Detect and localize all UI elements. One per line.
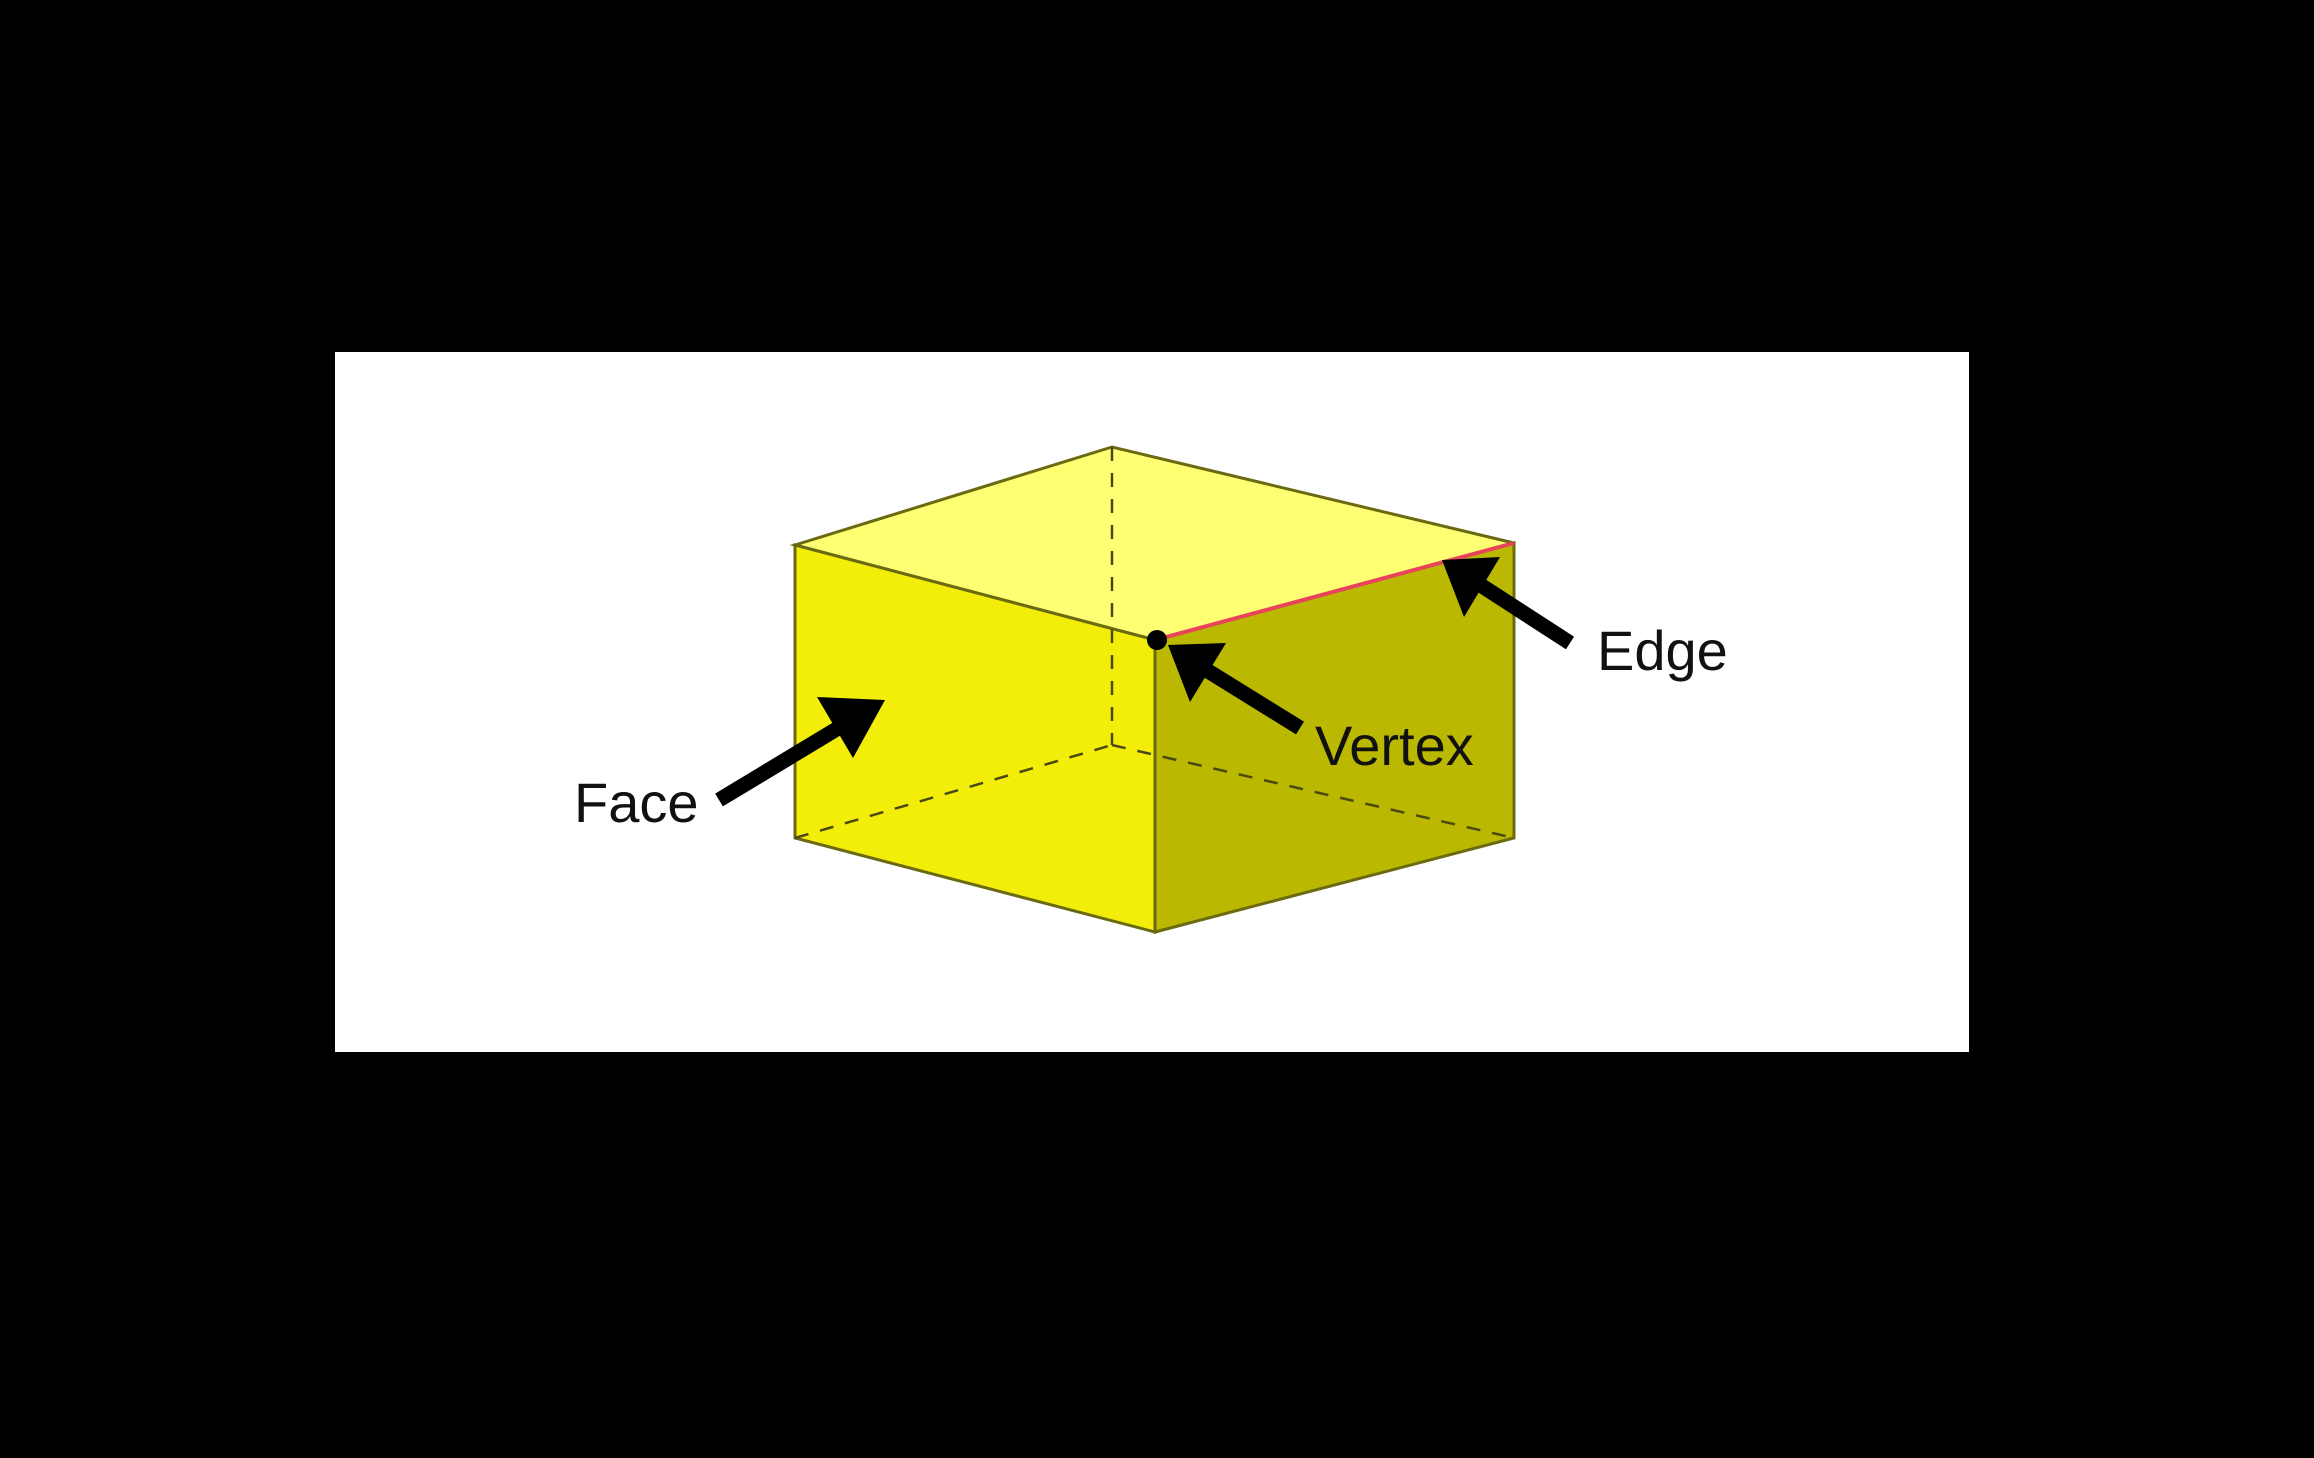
highlighted-edge: [1154, 541, 1515, 642]
hidden-edges: [794, 447, 1515, 840]
hidden-edge-left: [794, 743, 1113, 840]
vertex-arrow-icon: [1168, 643, 1304, 735]
edge-arrow-icon: [1442, 557, 1575, 650]
vertex-label: Vertex: [1315, 714, 1474, 777]
face-arrow-icon: [715, 697, 885, 807]
edge-label: Edge: [1597, 619, 1728, 682]
vertex-dot-icon: [1147, 630, 1167, 650]
face-label: Face: [574, 771, 699, 834]
hidden-edge-right: [1111, 743, 1515, 840]
